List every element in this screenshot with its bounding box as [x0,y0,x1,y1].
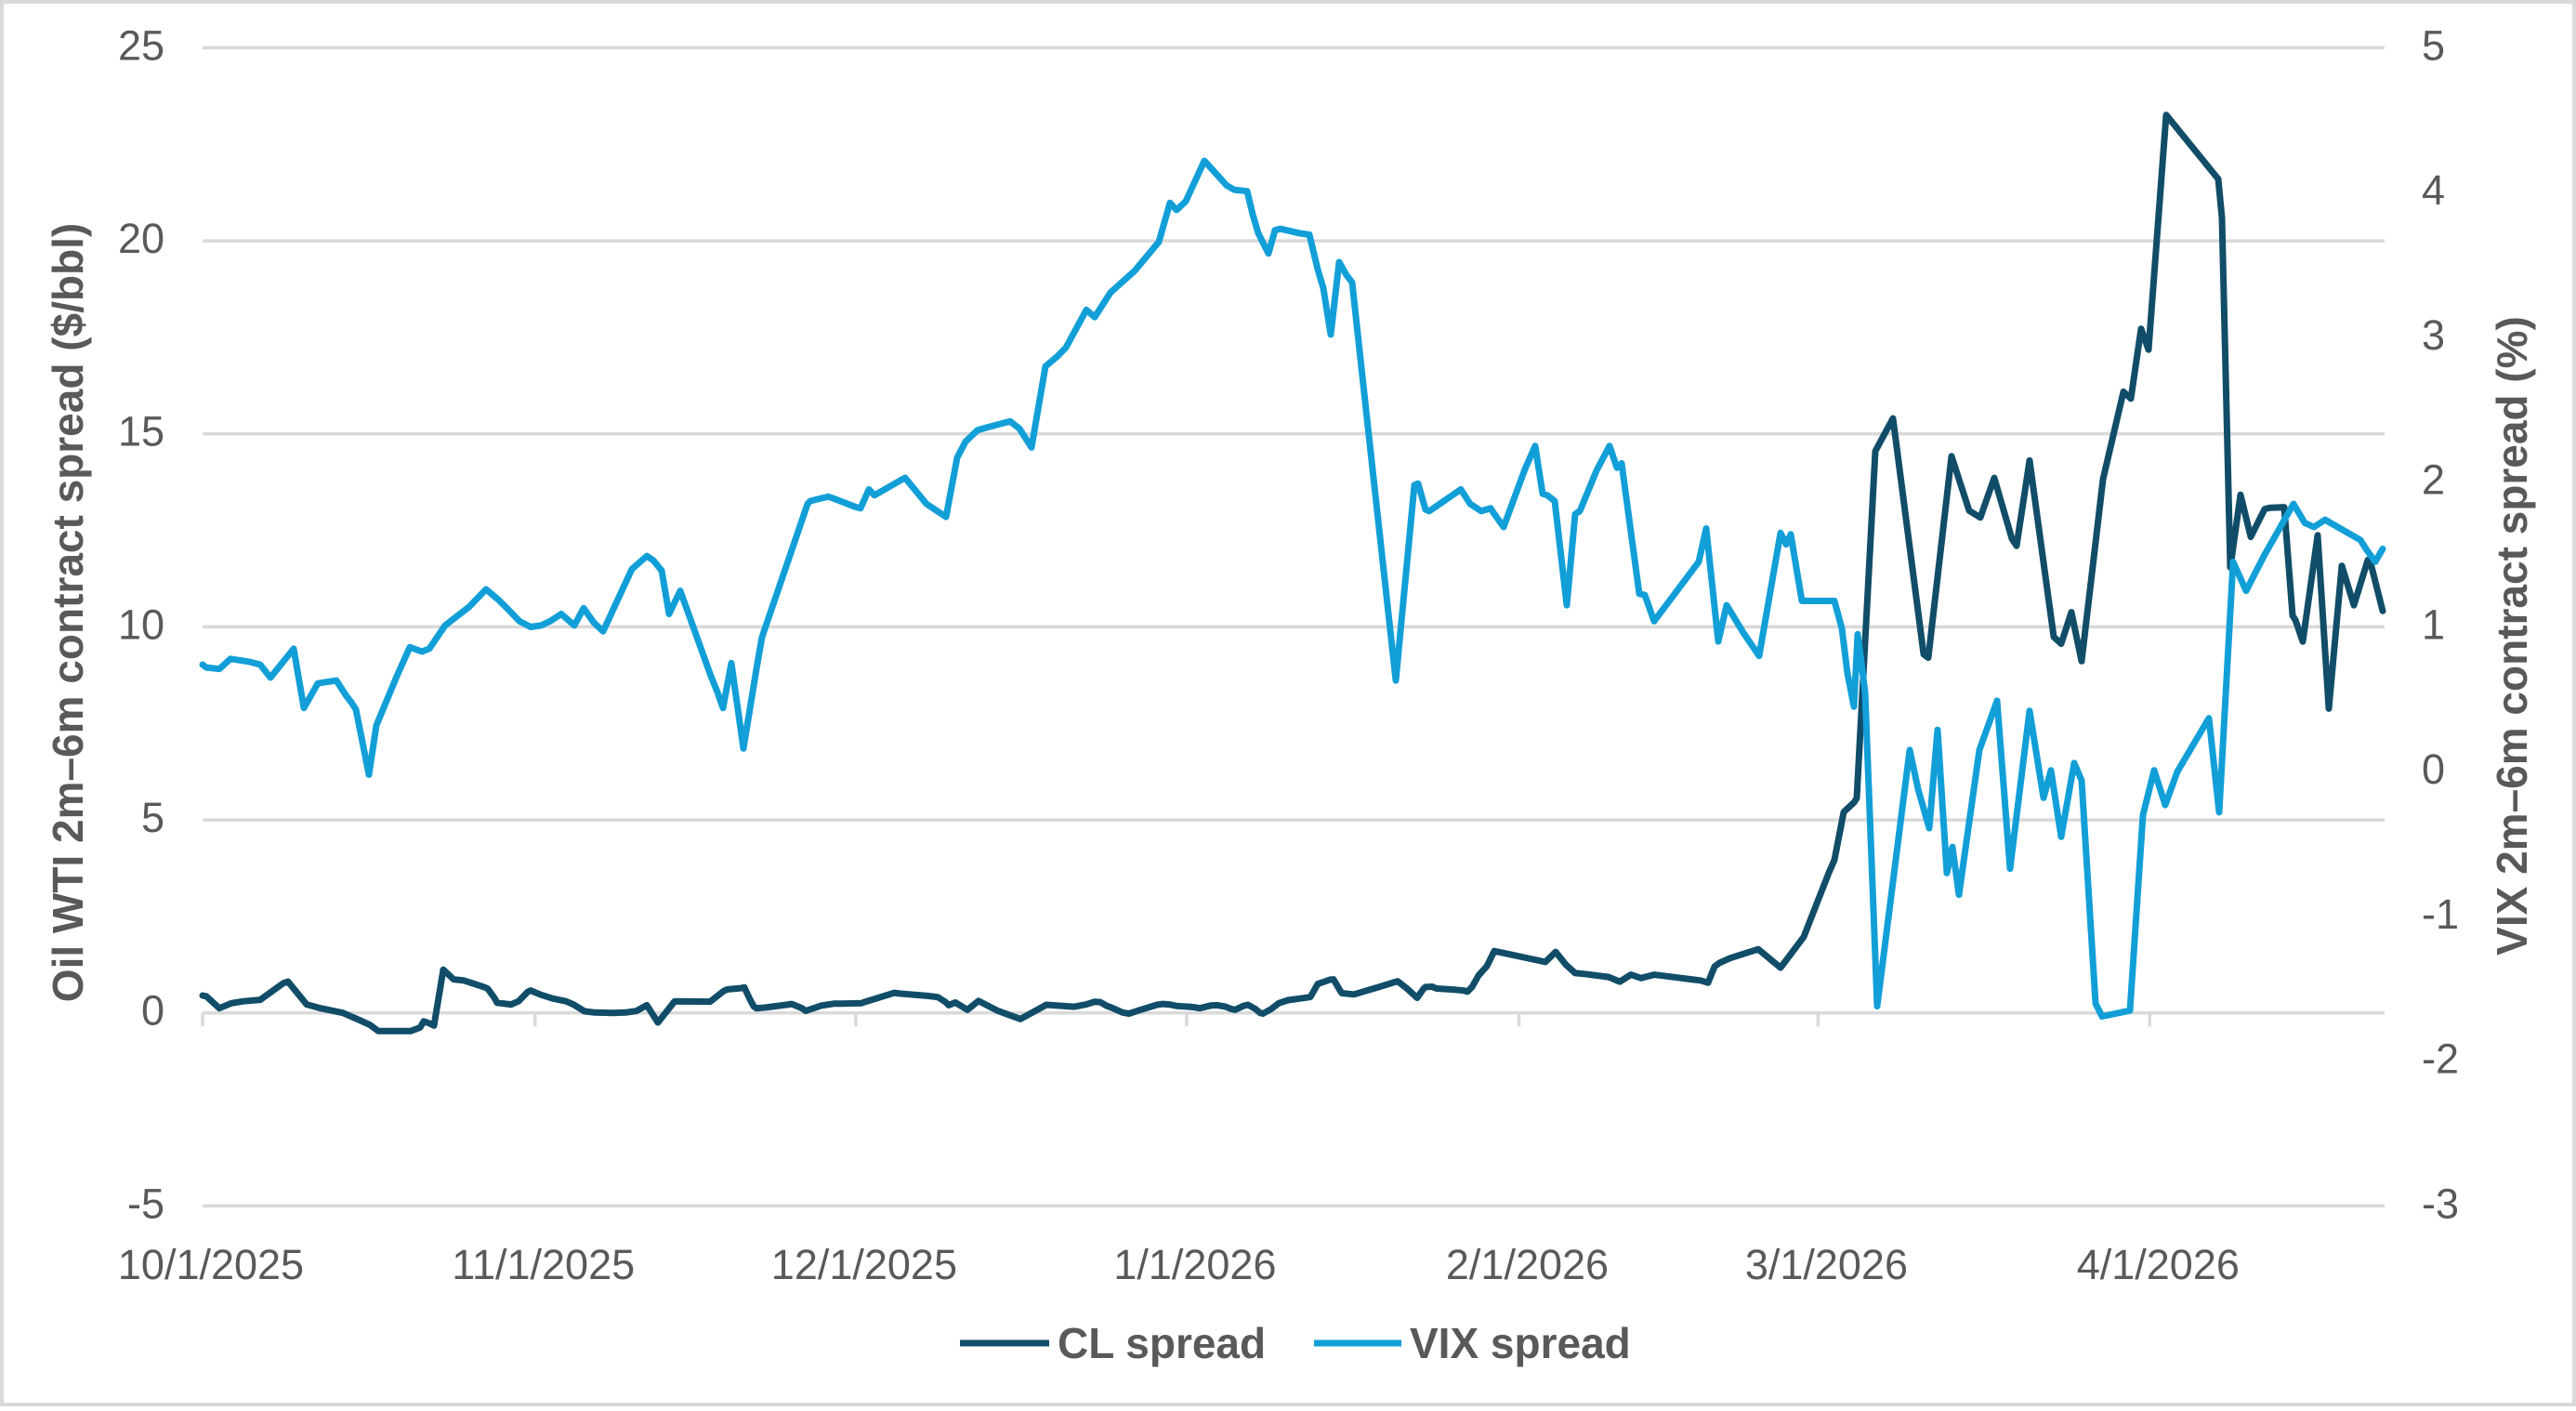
svg-text:3/1/2026: 3/1/2026 [1745,1241,1908,1288]
svg-text:10: 10 [118,600,164,648]
svg-text:VIX spread: VIX spread [1410,1319,1631,1367]
svg-text:VIX 2m–6m contract spread (%): VIX 2m–6m contract spread (%) [2488,316,2536,956]
svg-text:0: 0 [2422,745,2445,793]
svg-text:2/1/2026: 2/1/2026 [1446,1241,1609,1288]
svg-text:1: 1 [2422,600,2445,648]
svg-text:4: 4 [2422,166,2445,214]
svg-text:Oil WTI 2m–6m contract spread: Oil WTI 2m–6m contract spread ($/bbl) [44,223,92,1002]
svg-text:-2: -2 [2422,1035,2459,1083]
svg-text:5: 5 [141,794,164,841]
svg-text:2: 2 [2422,456,2445,504]
svg-text:3: 3 [2422,311,2445,359]
svg-text:-5: -5 [127,1180,164,1227]
svg-text:-3: -3 [2422,1180,2459,1227]
svg-text:25: 25 [118,21,164,69]
svg-text:12/1/2025: 12/1/2025 [771,1241,957,1288]
svg-text:15: 15 [118,408,164,455]
svg-text:20: 20 [118,215,164,262]
svg-text:11/1/2025: 11/1/2025 [452,1241,635,1288]
svg-text:CL spread: CL spread [1058,1319,1266,1367]
svg-text:4/1/2026: 4/1/2026 [2077,1241,2240,1288]
svg-text:1/1/2026: 1/1/2026 [1113,1241,1276,1288]
svg-text:10/1/2025: 10/1/2025 [118,1241,304,1288]
svg-text:-1: -1 [2422,890,2459,938]
svg-text:5: 5 [2422,21,2445,69]
svg-text:0: 0 [141,987,164,1035]
